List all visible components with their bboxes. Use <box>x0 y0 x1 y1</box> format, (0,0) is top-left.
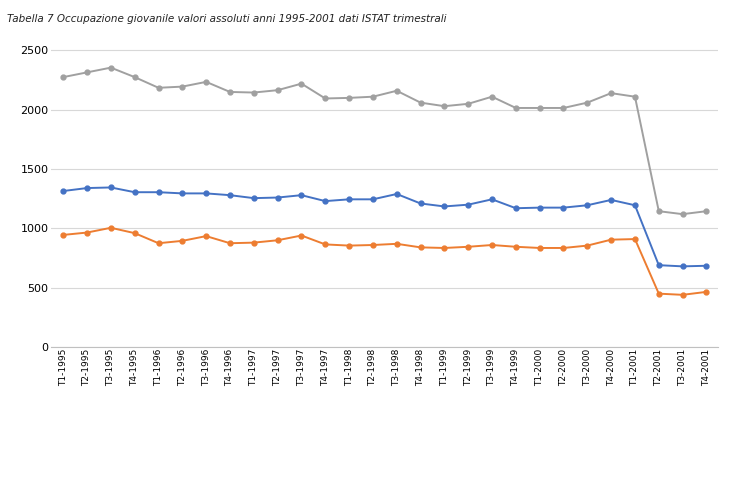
maschi <box>655 262 663 268</box>
maschi <box>345 197 353 202</box>
femmine <box>249 240 258 245</box>
maschi <box>321 198 330 204</box>
femmine <box>369 242 377 248</box>
totale <box>249 90 258 95</box>
femmine <box>512 244 520 250</box>
totale <box>130 74 139 80</box>
totale <box>655 208 663 214</box>
femmine <box>583 243 592 249</box>
totale <box>512 105 520 111</box>
totale <box>345 95 353 101</box>
femmine <box>655 291 663 296</box>
totale <box>440 103 449 109</box>
maschi <box>83 185 92 191</box>
maschi <box>678 264 687 269</box>
maschi <box>440 203 449 209</box>
totale <box>226 89 235 95</box>
femmine <box>130 230 139 236</box>
totale <box>630 94 639 100</box>
maschi <box>583 202 592 208</box>
femmine <box>487 242 496 248</box>
maschi <box>202 190 210 196</box>
femmine <box>535 245 544 251</box>
femmine <box>226 241 235 246</box>
totale <box>392 88 401 94</box>
totale <box>487 94 496 100</box>
totale <box>202 79 210 85</box>
femmine <box>559 245 568 251</box>
totale <box>416 100 425 106</box>
femmine <box>392 241 401 247</box>
femmine <box>297 233 306 239</box>
maschi <box>106 185 115 190</box>
femmine <box>321 241 330 247</box>
maschi <box>273 195 282 201</box>
totale <box>702 208 711 214</box>
femmine <box>273 237 282 243</box>
maschi <box>59 188 67 194</box>
femmine <box>440 245 449 251</box>
maschi <box>178 190 187 196</box>
Line: totale: totale <box>61 65 709 216</box>
totale <box>59 74 67 80</box>
femmine <box>154 241 163 246</box>
maschi <box>226 192 235 198</box>
maschi <box>464 202 473 208</box>
maschi <box>559 205 568 211</box>
totale <box>273 87 282 93</box>
totale <box>106 65 115 70</box>
femmine <box>416 244 425 250</box>
femmine <box>83 229 92 235</box>
Line: femmine: femmine <box>61 226 709 297</box>
femmine <box>345 243 353 249</box>
totale <box>154 85 163 91</box>
totale <box>583 100 592 106</box>
maschi <box>487 197 496 202</box>
totale <box>535 105 544 111</box>
totale <box>369 94 377 100</box>
Line: maschi: maschi <box>61 185 709 269</box>
maschi <box>369 197 377 202</box>
totale <box>178 84 187 90</box>
femmine <box>702 289 711 295</box>
femmine <box>464 244 473 250</box>
maschi <box>297 192 306 198</box>
maschi <box>392 191 401 197</box>
femmine <box>630 236 639 242</box>
femmine <box>678 292 687 298</box>
totale <box>321 95 330 101</box>
totale <box>607 90 616 96</box>
Text: Tabella 7 Occupazione giovanile valori assoluti anni 1995-2001 dati ISTAT trimes: Tabella 7 Occupazione giovanile valori a… <box>7 14 447 25</box>
femmine <box>178 238 187 244</box>
femmine <box>59 232 67 238</box>
maschi <box>630 202 639 208</box>
maschi <box>154 189 163 195</box>
femmine <box>607 237 616 242</box>
totale <box>559 105 568 111</box>
maschi <box>512 205 520 211</box>
femmine <box>202 233 210 239</box>
maschi <box>416 201 425 206</box>
maschi <box>249 195 258 201</box>
totale <box>297 81 306 87</box>
totale <box>464 101 473 107</box>
maschi <box>535 205 544 211</box>
femmine <box>106 225 115 231</box>
maschi <box>607 197 616 203</box>
totale <box>83 69 92 75</box>
maschi <box>702 263 711 268</box>
totale <box>678 211 687 217</box>
maschi <box>130 189 139 195</box>
